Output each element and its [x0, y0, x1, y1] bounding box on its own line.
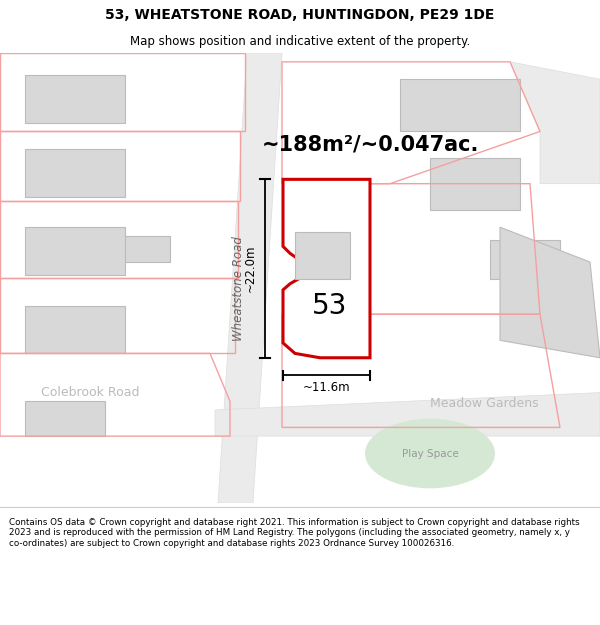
Polygon shape	[215, 392, 600, 436]
Bar	[400, 79, 520, 131]
Bar	[490, 240, 560, 279]
Bar	[125, 236, 170, 262]
Bar	[25, 75, 125, 122]
Bar	[430, 158, 520, 210]
Text: Contains OS data © Crown copyright and database right 2021. This information is : Contains OS data © Crown copyright and d…	[9, 518, 580, 548]
Bar	[25, 228, 125, 275]
Text: ~188m²/~0.047ac.: ~188m²/~0.047ac.	[262, 134, 479, 154]
Text: Map shows position and indicative extent of the property.: Map shows position and indicative extent…	[130, 35, 470, 48]
Text: 53, WHEATSTONE ROAD, HUNTINGDON, PE29 1DE: 53, WHEATSTONE ROAD, HUNTINGDON, PE29 1D…	[106, 8, 494, 22]
Text: ~22.0m: ~22.0m	[244, 245, 257, 292]
Text: Colebrook Road: Colebrook Road	[41, 386, 139, 399]
Text: ~11.6m: ~11.6m	[302, 381, 350, 394]
Polygon shape	[500, 228, 600, 358]
Bar	[25, 401, 105, 436]
Bar	[295, 231, 350, 279]
Polygon shape	[218, 53, 282, 503]
Polygon shape	[510, 62, 600, 184]
Text: Play Space: Play Space	[401, 449, 458, 459]
Bar	[25, 306, 125, 353]
Ellipse shape	[365, 419, 495, 488]
Text: 53: 53	[313, 291, 347, 319]
Polygon shape	[283, 179, 370, 358]
Text: Meadow Gardens: Meadow Gardens	[430, 398, 539, 411]
Bar	[25, 149, 125, 197]
Text: Wheatstone Road: Wheatstone Road	[232, 236, 245, 341]
